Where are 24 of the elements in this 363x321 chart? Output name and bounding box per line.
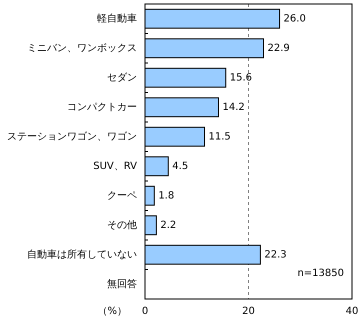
x-tick-label: 0 bbox=[142, 306, 148, 317]
data-label: 4.5 bbox=[172, 160, 188, 172]
x-tick-label: 20 bbox=[242, 306, 255, 317]
y-tick-label: コンパクトカー bbox=[67, 102, 137, 113]
y-tick-label: その他 bbox=[107, 218, 137, 231]
y-tick-label: クーペ bbox=[107, 190, 137, 202]
data-label: 22.3 bbox=[264, 249, 287, 260]
y-tick-label: ミニバン、ワンボックス bbox=[27, 42, 137, 54]
y-tick-label: 無回答 bbox=[107, 278, 137, 290]
data-label: 15.6 bbox=[230, 72, 252, 84]
y-tick-label: セダン bbox=[107, 71, 137, 84]
data-label: 1.8 bbox=[158, 190, 174, 202]
x-tick-label: 40 bbox=[346, 306, 358, 317]
y-tick-label: 自動車は所有していない bbox=[27, 248, 137, 260]
data-label: 26.0 bbox=[284, 13, 306, 24]
annotation: n=13850 bbox=[297, 268, 344, 280]
y-tick-label: SUV、RV bbox=[93, 160, 138, 172]
y-tick-label: ステーションワゴン、ワゴン bbox=[7, 130, 137, 142]
data-label: 22.9 bbox=[268, 42, 290, 54]
x-axis-title: （%） bbox=[97, 306, 127, 317]
data-label: 2.2 bbox=[160, 220, 176, 231]
data-label: 11.5 bbox=[208, 131, 231, 142]
y-tick-label: 軽自動車 bbox=[97, 12, 137, 24]
data-label: 14.2 bbox=[222, 102, 245, 113]
